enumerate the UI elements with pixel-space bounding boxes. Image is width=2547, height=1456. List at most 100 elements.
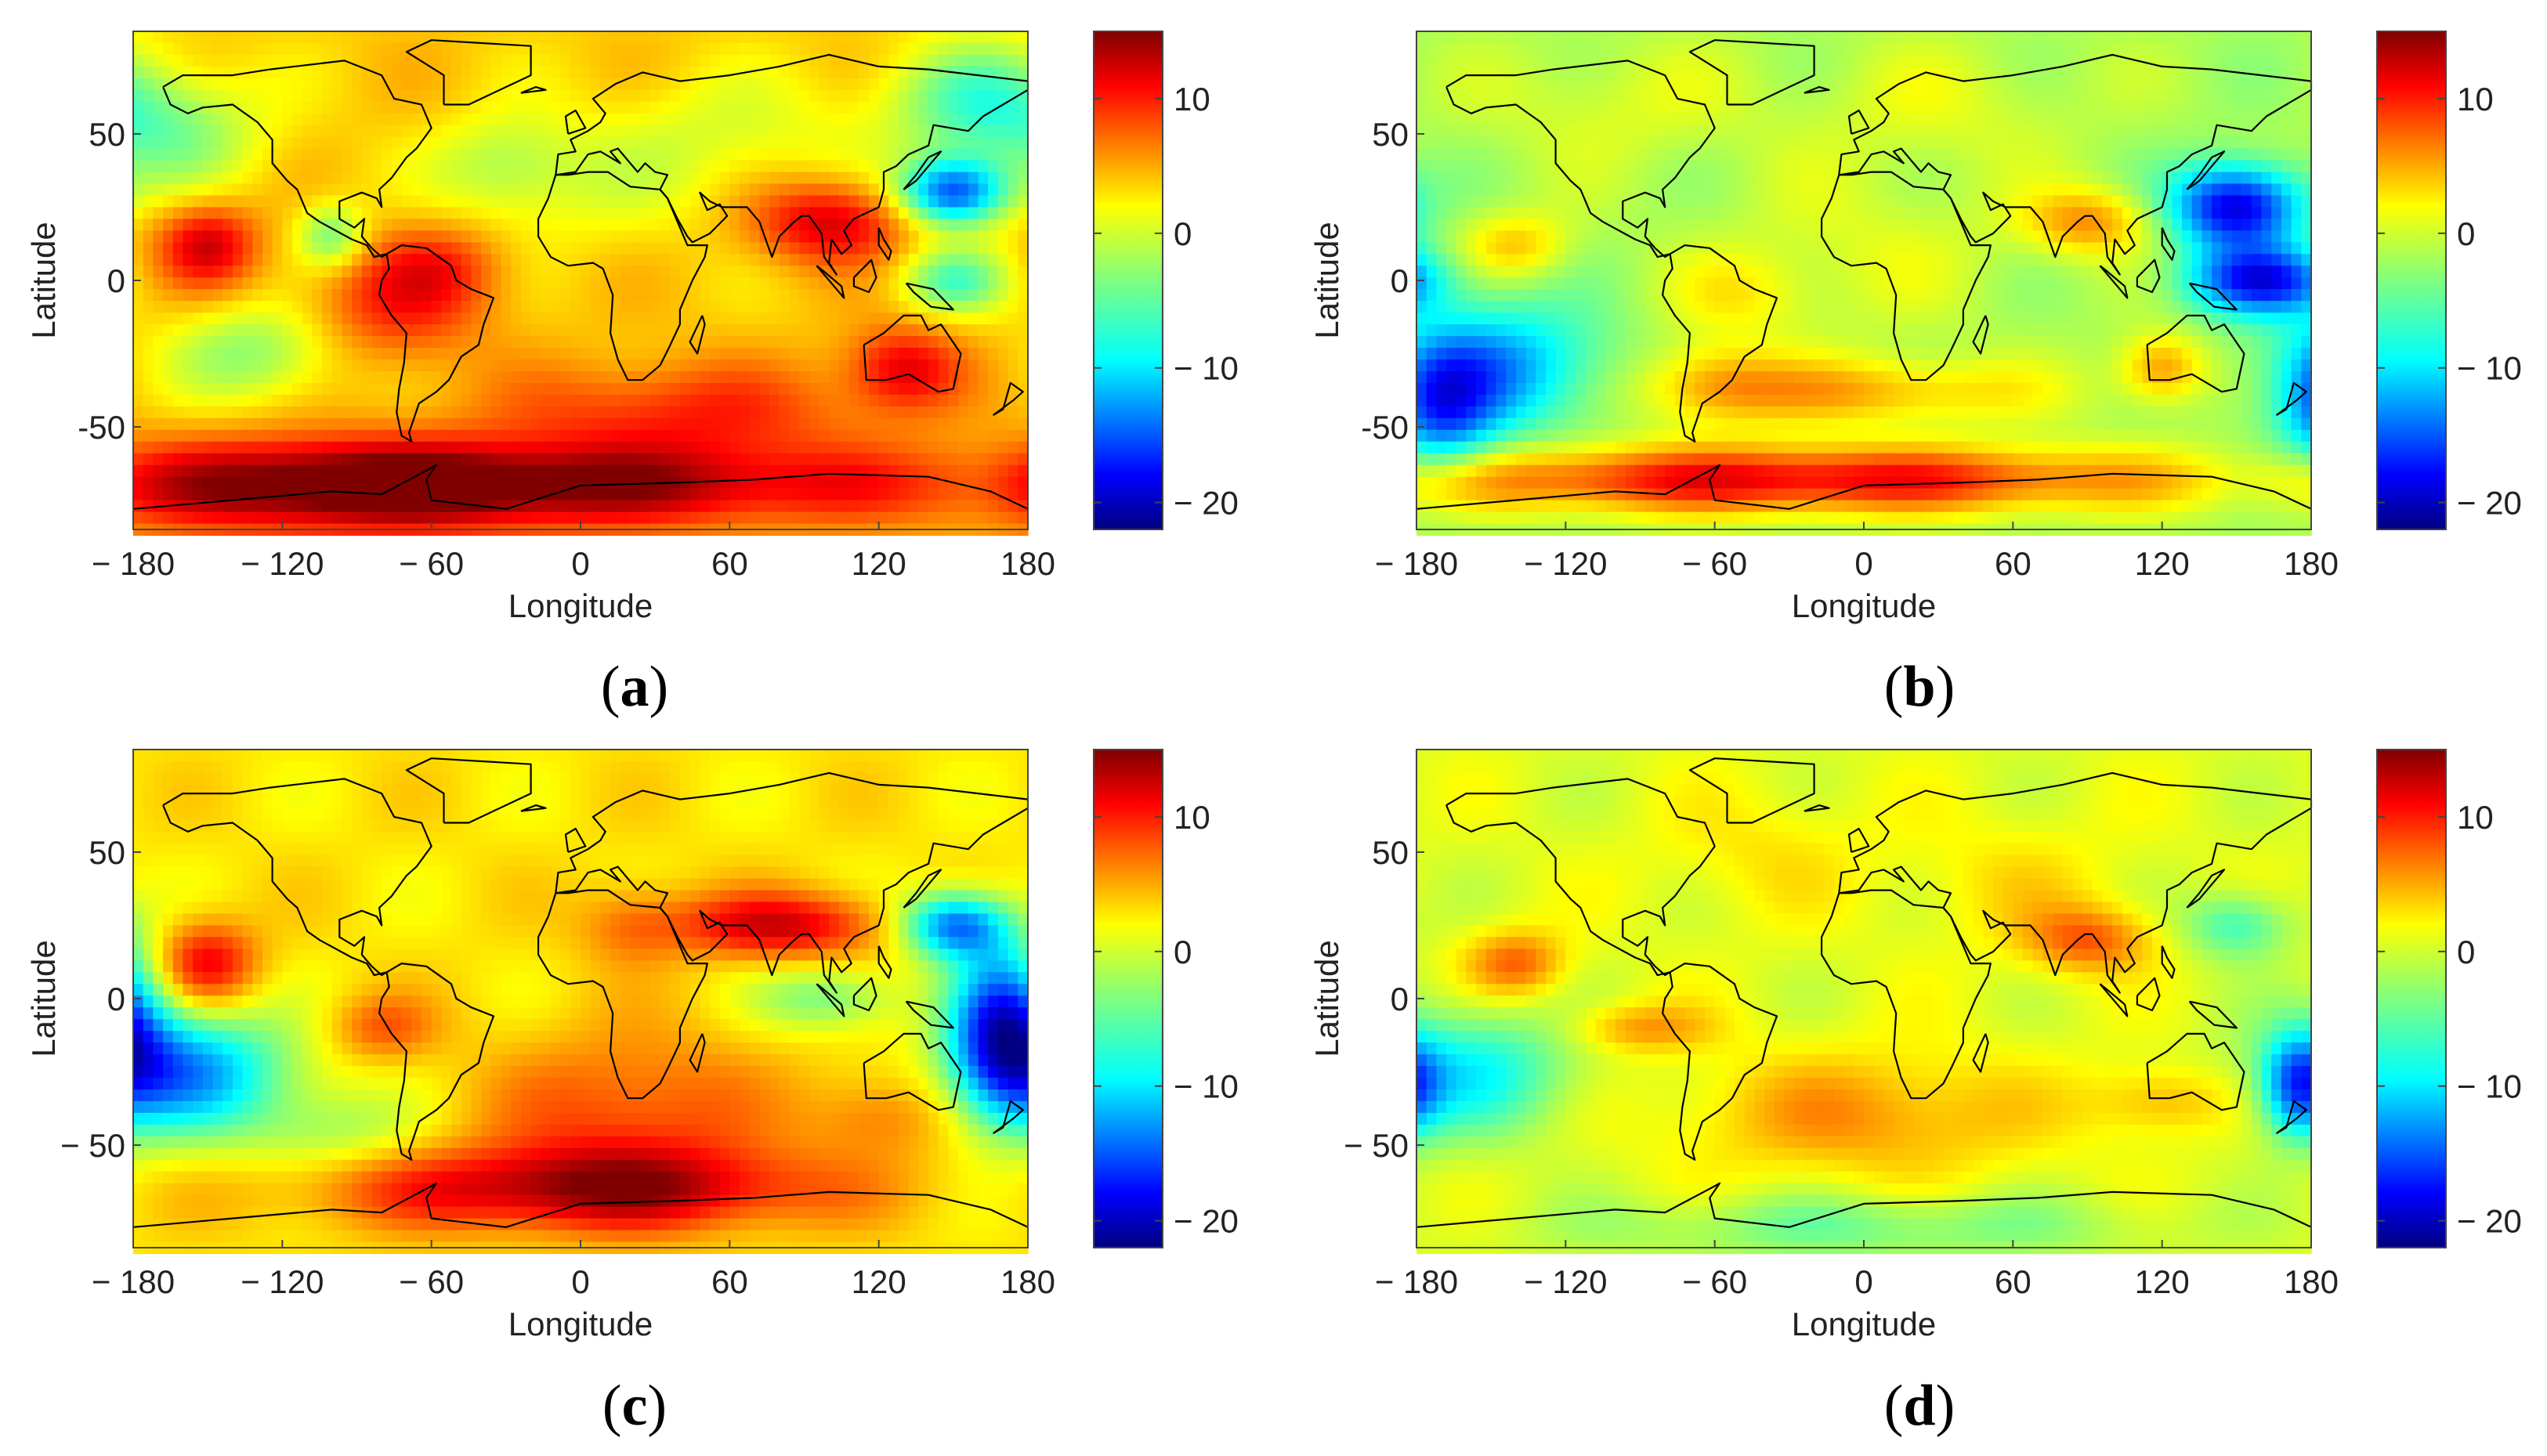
coastline xyxy=(2161,227,2176,261)
coastline xyxy=(852,977,877,1012)
coastline xyxy=(378,963,495,1161)
colorbar-tick-label: − 20 xyxy=(2457,1203,2522,1240)
coastline xyxy=(1804,86,1830,94)
x-tick-label: 180 xyxy=(2284,545,2339,582)
coastlines xyxy=(132,39,1029,510)
coastline xyxy=(378,244,495,443)
colorbar: 10 0 − 10 − 20 xyxy=(1093,749,1239,1248)
colorbar: 10 0 − 10 − 20 xyxy=(2376,749,2522,1248)
colorbar-tick-label: − 20 xyxy=(1174,1203,1239,1240)
x-tick-label: 120 xyxy=(852,1263,906,1300)
x-tick-label: 60 xyxy=(711,545,748,582)
coastline xyxy=(863,314,962,393)
coastline xyxy=(877,227,892,261)
colorbar-tick-label: − 10 xyxy=(1174,350,1239,387)
colorbar-tick-label: 10 xyxy=(2457,799,2494,836)
colorbar: 10 0 − 10 − 20 xyxy=(1093,31,1239,530)
panel-caption-d: (d) xyxy=(1883,1374,1955,1438)
coastline xyxy=(2161,945,2176,979)
x-tick-label: − 180 xyxy=(1375,545,1458,582)
coastline xyxy=(1662,244,1778,443)
colorbar-tick-label: − 10 xyxy=(2457,1068,2522,1105)
coastline xyxy=(816,983,845,1017)
colorbar-tick-label: − 10 xyxy=(2457,350,2522,387)
y-tick-label: 0 xyxy=(107,981,125,1017)
x-tick-label: 0 xyxy=(1854,545,1872,582)
y-tick-label: − 50 xyxy=(60,1127,125,1164)
x-tick-label: − 120 xyxy=(1524,545,1607,582)
coastlines xyxy=(1416,757,2313,1228)
x-tick-label: 60 xyxy=(1995,1263,2031,1300)
coastline xyxy=(1416,464,2312,510)
coastline xyxy=(2099,983,2129,1017)
coastline xyxy=(1688,757,1815,824)
coastline xyxy=(905,1000,954,1029)
x-tick-label: 60 xyxy=(711,1263,748,1300)
colorbar-tick-label: 10 xyxy=(2457,81,2494,117)
coastline xyxy=(1838,771,2313,994)
coastline xyxy=(520,804,547,812)
x-tick-label: 0 xyxy=(1854,1263,1872,1300)
x-tick-label: 180 xyxy=(1000,1263,1055,1300)
coastline xyxy=(537,889,708,1100)
coastline xyxy=(689,315,706,355)
colorbar-tick-label: 0 xyxy=(2457,215,2475,252)
y-tick-label: 0 xyxy=(1391,981,1409,1017)
coastlines xyxy=(132,757,1029,1228)
coastline xyxy=(2136,977,2161,1012)
coastline xyxy=(555,53,1029,276)
coastline xyxy=(1972,315,1989,355)
coastline xyxy=(2188,282,2238,311)
coastline xyxy=(992,381,1024,417)
coastline xyxy=(2186,150,2226,190)
x-axis-label: Longitude xyxy=(508,1306,653,1342)
y-axis-label: Latitude xyxy=(1308,222,1345,338)
coastline xyxy=(816,265,845,299)
map-panel-b: − 180 − 120 − 60 0 60 120 180 50 0 -50 Longitude La… xyxy=(1308,31,2522,624)
x-tick-label: 60 xyxy=(1995,545,2031,582)
y-tick-label: 50 xyxy=(89,116,125,153)
coastline xyxy=(1445,60,1716,258)
coastline xyxy=(1804,804,1830,812)
y-tick-label: 0 xyxy=(107,262,125,299)
coastline xyxy=(1838,53,2313,276)
coastline xyxy=(1972,1033,1989,1073)
x-axis-label: Longitude xyxy=(1792,1306,1937,1342)
coastline xyxy=(903,150,942,190)
colorbar-tick-label: 0 xyxy=(2457,934,2475,970)
coastline xyxy=(1688,39,1815,106)
x-tick-label: − 60 xyxy=(399,1263,464,1300)
heatmap-field xyxy=(133,31,1029,537)
heatmap-field xyxy=(133,750,1029,1255)
x-axis-label: Longitude xyxy=(508,587,653,624)
coastline xyxy=(2146,1032,2245,1111)
coastline xyxy=(564,109,587,135)
x-tick-label: 120 xyxy=(852,545,906,582)
heatmap-field xyxy=(1416,31,2312,537)
y-tick-label: -50 xyxy=(1361,409,1409,446)
coastline xyxy=(852,258,877,294)
colorbar-tick-label: 10 xyxy=(1174,81,1210,117)
panel-caption-c: (c) xyxy=(602,1374,668,1438)
y-tick-label: 50 xyxy=(1372,116,1409,153)
x-tick-label: 0 xyxy=(571,545,589,582)
coastline xyxy=(1416,1182,2312,1228)
coastline xyxy=(564,827,587,853)
coastline xyxy=(2136,258,2161,294)
colorbar-gradient xyxy=(1093,31,1163,530)
y-tick-label: 50 xyxy=(89,834,125,871)
coastline xyxy=(905,282,954,311)
coastline xyxy=(537,171,708,381)
colorbar-tick-label: 0 xyxy=(1174,215,1192,252)
y-tick-label: 0 xyxy=(1391,262,1409,299)
coastline xyxy=(2275,381,2307,417)
coastline xyxy=(2099,265,2129,299)
coastline xyxy=(405,39,532,106)
x-tick-label: − 120 xyxy=(1524,1263,1607,1300)
y-axis-label: Latitude xyxy=(1308,940,1345,1057)
colorbar-gradient xyxy=(1093,749,1163,1248)
panel-caption-b: (b) xyxy=(1883,655,1955,719)
coastline xyxy=(877,945,892,979)
colorbar-tick-label: − 20 xyxy=(2457,485,2522,522)
coastline xyxy=(405,757,532,824)
